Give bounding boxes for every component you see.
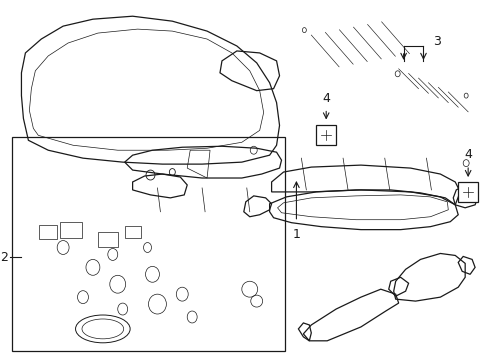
Bar [60,222,82,238]
Bar [98,232,118,247]
Bar [124,226,140,238]
Bar [39,225,57,239]
Text: 4: 4 [322,91,329,104]
Text: 2: 2 [0,251,7,264]
Text: 3: 3 [432,35,440,48]
Text: 4: 4 [463,148,471,161]
Text: 1: 1 [292,228,300,240]
Bar [316,125,335,145]
Bar [457,182,477,202]
Bar [12,137,284,351]
